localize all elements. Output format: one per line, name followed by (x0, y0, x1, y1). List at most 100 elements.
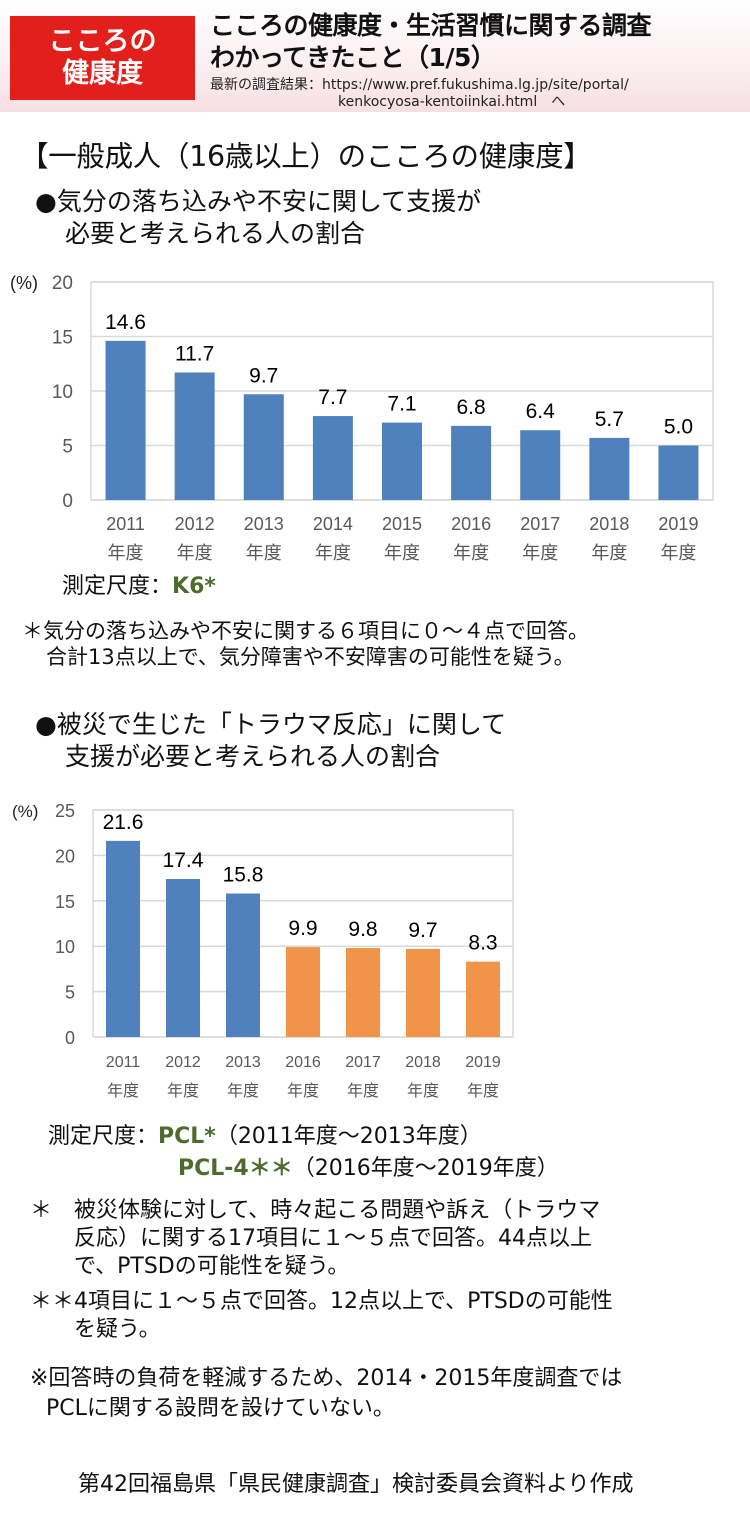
section1-note: ＊気分の落ち込みや不安に関する６項目に０～４点で回答。 合計13点以上で、気分障… (22, 618, 589, 670)
link-label: 最新の調査結果： (210, 77, 322, 93)
x-tick-label-year: 2013 (244, 514, 284, 534)
badge-line1: こころの (48, 26, 157, 57)
chart-k6: 0 5 10 15 20 (%) 14.6 2011 年度 11.7 2012 年度 9.7 2013 年度… (10, 273, 714, 563)
x-tick-label-suffix: 年度 (453, 543, 489, 563)
x-tick-label-suffix: 年度 (107, 1082, 139, 1100)
x-tick-label-year: 2019 (658, 514, 698, 534)
y-tick-label: 10 (55, 937, 75, 957)
value-label: 7.1 (387, 393, 416, 416)
badge-line2: 健康度 (62, 58, 143, 89)
note1-line3: で、PTSDの可能性を疑う。 (74, 1254, 350, 1279)
x-tick-label-year: 2014 (313, 514, 353, 534)
value-label: 8.3 (468, 932, 497, 955)
link-url-line1[interactable]: https://www.pref.fukushima.lg.jp/site/po… (322, 77, 629, 93)
scale-range-pcl: （2011年度～2013年度） (215, 1124, 482, 1149)
bar-2012 (174, 372, 215, 500)
bar-2011 (105, 340, 146, 500)
section-title: 【一般成人（16歳以上）のこころの健康度】 (20, 140, 592, 173)
x-tick-label-year: 2013 (225, 1054, 261, 1071)
value-label: 11.7 (175, 342, 214, 365)
x-tick-label-suffix: 年度 (407, 1082, 439, 1100)
x-tick-label-year: 2011 (106, 514, 145, 534)
latest-results-link[interactable]: 最新の調査結果：https://www.pref.fukushima.lg.jp… (210, 77, 629, 111)
y-tick-label: 20 (52, 273, 73, 294)
x-tick-label-year: 2018 (405, 1054, 441, 1071)
y-tick-label: 15 (52, 328, 73, 349)
y-tick-label: 5 (62, 437, 73, 458)
x-tick-label-year: 2018 (589, 514, 629, 534)
y-tick-label: 20 (55, 846, 75, 866)
value-label: 9.7 (249, 364, 278, 387)
x-tick-label-suffix: 年度 (591, 543, 627, 563)
category-badge: こころの 健康度 (10, 16, 195, 100)
value-label: 7.7 (318, 386, 347, 409)
x-tick-label-suffix: 年度 (347, 1082, 379, 1100)
bar-2017 (520, 430, 561, 500)
x-tick-label-year: 2012 (165, 1054, 201, 1071)
bar-2011 (106, 840, 140, 1037)
page-title-line2: わかってきたこと（1/5） (210, 43, 496, 72)
scale-value-pcl: PCL* (158, 1124, 216, 1149)
bar-2012 (166, 879, 200, 1037)
value-label: 9.8 (348, 918, 377, 941)
bar-2016 (451, 425, 492, 500)
note2-line2: を疑う。 (74, 1317, 161, 1342)
bar-2019 (466, 961, 500, 1037)
bar-2014 (312, 416, 353, 500)
note1-line1: 被災体験に対して、時々起こる問題や訴え（トラウマ (74, 1198, 601, 1223)
bar-2015 (382, 422, 422, 500)
section2-note1: ＊ 被災体験に対して、時々起こる問題や訴え（トラウマ 反応）に関する17項目に１… (30, 1197, 600, 1281)
section1-heading-line1: ●気分の落ち込みや不安に関して支援が (35, 187, 482, 216)
x-tick-label-year: 2017 (345, 1054, 381, 1071)
link-url-line2[interactable]: kenkocyosa-kentoiinkai.html へ (338, 94, 566, 110)
x-tick-label-suffix: 年度 (315, 543, 351, 563)
x-tick-label-year: 2017 (520, 514, 560, 534)
scale-value-pcl4: PCL-4＊＊ (178, 1156, 293, 1181)
x-tick-label-suffix: 年度 (177, 543, 213, 563)
value-label: 6.8 (457, 396, 486, 419)
section1-note-line1: ＊気分の落ち込みや不安に関する６項目に０～４点で回答。 (22, 619, 589, 643)
scale-value-k6: K6* (172, 574, 216, 599)
section2-heading-line1: ●被災で生じた「トラウマ反応」に関して (35, 710, 507, 739)
x-tick-label-year: 2015 (382, 514, 422, 534)
source-note: 第42回福島県「県民健康調査」検討委員会資料より作成 (78, 1472, 634, 1497)
x-tick-label-year: 2012 (175, 514, 215, 534)
note1-mark: ＊ (30, 1198, 53, 1223)
section2-heading: ●被災で生じた「トラウマ反応」に関して 支援が必要と考えられる人の割合 (35, 709, 506, 773)
x-tick-label-suffix: 年度 (108, 543, 144, 563)
x-tick-label-suffix: 年度 (227, 1082, 259, 1100)
section2-note2: ＊＊ 4項目に１～５点で回答。12点以上で、PTSDの可能性 を疑う。 (30, 1288, 613, 1344)
remark: ※回答時の負荷を軽減するため、2014・2015年度調査では PCLに関する設問… (30, 1364, 622, 1424)
x-tick-label-suffix: 年度 (384, 543, 420, 563)
y-tick-label: 0 (65, 1028, 75, 1048)
chart-pcl: 0 5 10 15 20 25 (%) 21.6 2011 年度 17.4 2012 年度 15.8 201… (12, 801, 514, 1100)
bar-2018 (589, 437, 630, 500)
page-title-line1: こころの健康度・生活習慣に関する調査 (210, 11, 652, 40)
note1-line2: 反応）に関する17項目に１～５点で回答。44点以上 (74, 1226, 592, 1251)
remark-line2: PCLに関する設問を設けていない。 (46, 1396, 395, 1421)
y-tick-label: 5 (65, 983, 75, 1003)
x-tick-label-suffix: 年度 (660, 543, 696, 563)
bar-2018 (406, 948, 440, 1037)
section2-scale: 測定尺度：PCL*（2011年度～2013年度） PCL-4＊＊（2016年度～… (48, 1118, 559, 1182)
x-tick-label-suffix: 年度 (522, 543, 558, 563)
section2-heading-line2: 支援が必要と考えられる人の割合 (65, 742, 441, 771)
bar-2013 (226, 893, 260, 1037)
value-label: 15.8 (223, 864, 264, 887)
x-tick-label-suffix: 年度 (287, 1082, 319, 1100)
section1-scale: 測定尺度：K6* (62, 568, 216, 600)
section1-note-line2: 合計13点以上で、気分障害や不安障害の可能性を疑う。 (46, 645, 575, 669)
y-tick-label: 0 (62, 491, 73, 512)
value-label: 5.7 (595, 408, 624, 431)
value-label: 9.9 (288, 917, 317, 940)
header-banner: こころの 健康度 こころの健康度・生活習慣に関する調査 わかってきたこと（1/5… (0, 0, 750, 112)
bar-2016 (286, 947, 320, 1037)
y-tick-label: 25 (55, 801, 75, 821)
x-tick-label-suffix: 年度 (246, 543, 282, 563)
x-tick-label-year: 2011 (106, 1054, 141, 1071)
bar-2019 (658, 445, 699, 500)
note2-line1: 4項目に１～５点で回答。12点以上で、PTSDの可能性 (74, 1289, 613, 1314)
value-label: 21.6 (103, 811, 144, 834)
section1-heading-line2: 必要と考えられる人の割合 (65, 219, 366, 248)
y-tick-label: 15 (55, 892, 75, 912)
